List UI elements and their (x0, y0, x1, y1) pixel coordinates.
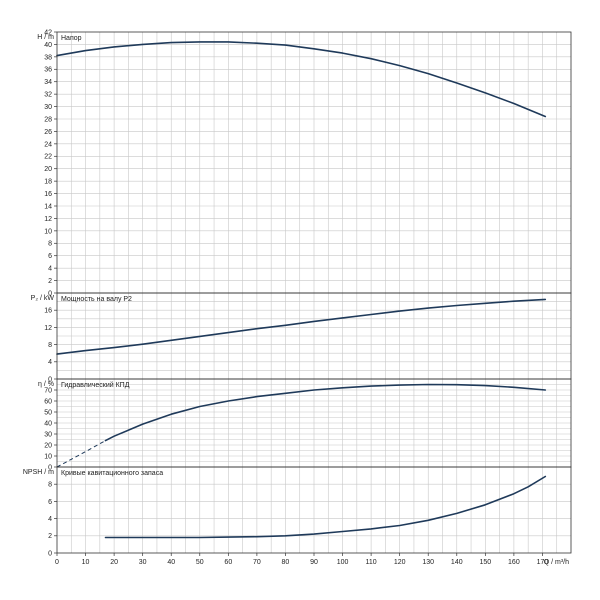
y-tick-label: 40 (44, 420, 52, 427)
panel-title: Мощность на валу P2 (61, 296, 132, 303)
y-axis-label: H / m (37, 34, 54, 41)
x-tick-label: 60 (224, 559, 232, 566)
y-tick-label: 6 (48, 253, 52, 260)
panel-title: Кривые кавитационного запаса (61, 470, 163, 477)
x-tick-label: 110 (366, 559, 377, 566)
frame-layer (54, 32, 571, 556)
y-tick-label: 16 (44, 308, 52, 315)
y-axis-label: NPSH / m (23, 469, 54, 476)
y-tick-label: 24 (44, 141, 52, 148)
y-tick-label: 30 (44, 104, 52, 111)
x-axis-label: Q / m³/h (544, 559, 569, 566)
y-tick-label: 10 (44, 228, 52, 235)
y-tick-label: 34 (44, 79, 52, 86)
y-tick-label: 2 (48, 278, 52, 285)
y-tick-label: 8 (48, 342, 52, 349)
x-tick-label: 120 (394, 559, 406, 566)
y-tick-label: 32 (44, 92, 52, 99)
panel-title: Напор (61, 35, 82, 42)
panel-title: Гидравлический КПД (61, 381, 130, 389)
curve-extrapolated (57, 441, 106, 467)
y-axis-label: η / % (38, 381, 54, 388)
x-tick-label: 30 (139, 559, 147, 566)
curves-layer (57, 42, 545, 538)
y-tick-label: 26 (44, 129, 52, 136)
x-tick-label: 50 (196, 559, 204, 566)
x-tick-label: 40 (167, 559, 175, 566)
y-tick-label: 4 (48, 359, 52, 366)
y-tick-label: 28 (44, 116, 52, 123)
y-tick-label: 8 (48, 241, 52, 248)
x-tick-label: 130 (422, 559, 434, 566)
y-tick-label: 4 (48, 516, 52, 523)
y-tick-label: 16 (44, 191, 52, 198)
y-axis-label: P₂ / kW (31, 295, 55, 302)
text-layer: 024681012141618202224262830323436384042H… (23, 29, 569, 566)
y-tick-label: 12 (44, 325, 52, 332)
y-tick-label: 18 (44, 179, 52, 186)
y-tick-label: 40 (44, 42, 52, 49)
y-tick-label: 38 (44, 54, 52, 61)
y-tick-label: 20 (44, 166, 52, 173)
curve-series (57, 299, 545, 354)
y-tick-label: 4 (48, 266, 52, 273)
x-tick-label: 90 (310, 559, 318, 566)
y-tick-label: 10 (44, 453, 52, 460)
x-tick-label: 0 (55, 559, 59, 566)
x-tick-label: 20 (110, 559, 118, 566)
y-tick-label: 60 (44, 398, 52, 405)
y-tick-label: 14 (44, 203, 52, 210)
y-tick-label: 8 (48, 482, 52, 489)
curve-series (57, 42, 545, 117)
x-tick-label: 70 (253, 559, 261, 566)
x-tick-label: 10 (82, 559, 90, 566)
x-tick-label: 100 (337, 559, 349, 566)
y-tick-label: 22 (44, 154, 52, 161)
y-tick-label: 2 (48, 533, 52, 540)
y-tick-label: 70 (44, 387, 52, 394)
y-tick-label: 6 (48, 499, 52, 506)
x-tick-label: 150 (479, 559, 491, 566)
y-tick-label: 0 (48, 550, 52, 557)
y-tick-label: 20 (44, 442, 52, 449)
x-tick-label: 160 (508, 559, 520, 566)
x-tick-label: 80 (282, 559, 290, 566)
y-tick-label: 30 (44, 431, 52, 438)
y-tick-label: 36 (44, 67, 52, 74)
x-tick-label: 140 (451, 559, 463, 566)
y-tick-label: 12 (44, 216, 52, 223)
y-tick-label: 50 (44, 409, 52, 416)
